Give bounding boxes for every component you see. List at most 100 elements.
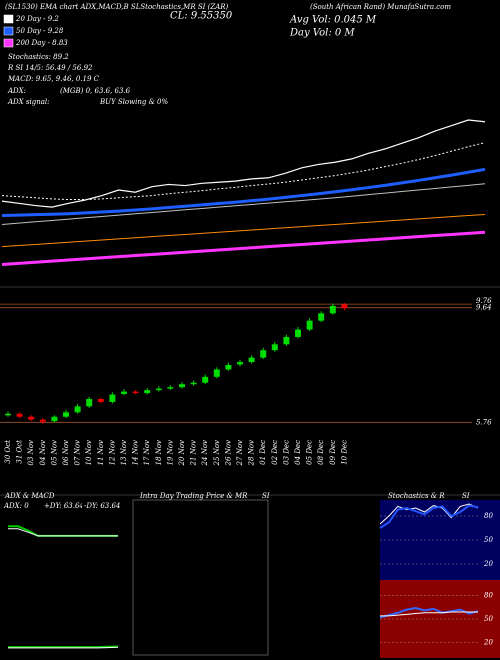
candle-body [318, 313, 325, 321]
x-tick-label: 19 Nov [166, 440, 174, 465]
candle-body [132, 391, 139, 394]
y-tick-label: 20 [483, 560, 493, 568]
y-tick-label: 5.76 [476, 418, 492, 426]
y-tick-label: 80 [484, 592, 493, 600]
candle-body [39, 419, 46, 422]
candle-body [86, 398, 93, 407]
candle-body [51, 416, 58, 422]
y-tick-label: 9.76 [476, 297, 492, 305]
candle-body [167, 387, 174, 389]
x-tick-label: 25 Nov [213, 440, 221, 466]
intraday-title: SI [262, 492, 270, 500]
candle-body [213, 369, 220, 377]
candle-body [63, 412, 69, 417]
y-tick-label: 50 [484, 615, 493, 623]
x-tick-label: 18 Nov [155, 440, 163, 465]
intraday-title: Intra Day Trading Price & MR [139, 492, 248, 500]
indicator-line [8, 646, 119, 649]
x-tick-label: 10 Nov [85, 440, 93, 465]
x-tick-label: 10 Dec [340, 440, 348, 465]
candle-body [248, 357, 255, 363]
indicator-line [8, 645, 119, 649]
stoch-title: SI [462, 492, 470, 500]
ma-line [1, 230, 486, 266]
y-tick-label: 20 [483, 638, 493, 646]
adx-title: ADX & MACD [4, 492, 55, 500]
candle-body [190, 382, 197, 385]
label-bg [2, 501, 40, 511]
x-tick-label: 26 Nov [224, 440, 232, 466]
candle-body [202, 376, 209, 383]
y-tick-label: 50 [484, 536, 493, 544]
annotation: Stochastics: 89.2 [8, 53, 69, 61]
legend-swatch [3, 38, 14, 48]
x-tick-label: 07 Nov [74, 440, 82, 465]
legend-swatch [3, 26, 14, 36]
candle-body [109, 394, 116, 402]
legend-swatch [3, 14, 14, 24]
x-tick-label: 17 Nov [143, 440, 151, 465]
x-tick-label: 02 Dec [271, 440, 279, 465]
day-vol: Day Vol: 0 M [289, 28, 355, 39]
candle-body [329, 305, 336, 314]
annotation: ADX: [7, 87, 26, 95]
candle-body [97, 398, 104, 402]
ma-line [1, 183, 486, 225]
legend-label: 50 Day - 9.28 [16, 27, 64, 35]
candle-body [16, 413, 23, 417]
close-line [1, 119, 486, 208]
indicator-label: +DY: 63.64 [44, 502, 84, 510]
candle-body [271, 344, 278, 351]
candle-body [5, 413, 11, 416]
chart-title: (SL1530) EMA chart ADX,MACD,B SLStochast… [5, 3, 229, 11]
close-label: CL: 9.55350 [170, 11, 233, 22]
x-tick-label: 12 Nov [108, 440, 116, 465]
annotation: R SI 14/5: 56.49 / 56.92 [7, 64, 93, 72]
indicator-line [379, 504, 479, 529]
candle-body [179, 384, 185, 388]
ma-line [1, 167, 486, 218]
annotation: ADX signal: [7, 98, 49, 106]
indicator-label: ADX: 0 [3, 502, 29, 510]
stoch-title: Stochastics & R [388, 492, 445, 500]
x-tick-label: 30 Oct [4, 440, 12, 464]
ma-line [1, 142, 486, 201]
candle-body [283, 336, 290, 345]
x-tick-label: 06 Nov [62, 440, 70, 465]
x-tick-label: 24 Nov [201, 440, 209, 466]
x-tick-label: 27 Nov [236, 440, 244, 466]
candle-body [225, 365, 232, 370]
legend-label: 200 Day - 8.83 [15, 39, 68, 47]
x-tick-label: 08 Dec [317, 440, 325, 465]
x-tick-label: 05 Nov [50, 440, 58, 465]
annotation: MACD: 9.65, 9.46, 0.19 C [7, 75, 100, 83]
x-tick-label: 04 Dec [294, 440, 302, 465]
subtitle: (South African Rand) MunafaSutra.com [310, 3, 451, 11]
indicator-label: -DY: 63.64 [84, 502, 120, 510]
x-tick-label: 03 Dec [282, 440, 290, 465]
label-bg [82, 501, 120, 511]
x-tick-label: 05 Dec [306, 440, 314, 465]
x-tick-label: 14 Nov [132, 440, 140, 465]
x-tick-label: 28 Nov [248, 440, 256, 466]
legend-label: 20 Day - 9.2 [15, 15, 59, 23]
x-tick-label: 31 Oct [16, 440, 24, 464]
candle-body [28, 416, 35, 420]
x-tick-label: 20 Nov [178, 440, 186, 466]
candle-body [155, 388, 162, 391]
intraday-box [132, 499, 269, 656]
x-tick-label: 04 Nov [39, 440, 47, 465]
x-tick-label: 01 Dec [259, 440, 267, 465]
label-bg [42, 501, 80, 511]
annotation: BUY Slowing & 0% [99, 98, 168, 106]
candle-body [260, 350, 267, 358]
candle-body [341, 304, 348, 309]
candle-body [237, 362, 243, 365]
candle-body [295, 329, 301, 337]
candle-body [306, 320, 313, 330]
x-tick-label: 13 Nov [120, 440, 128, 465]
y-tick-label: 9.64 [476, 304, 492, 312]
indicator-line [379, 607, 479, 619]
x-tick-label: 11 Nov [97, 440, 105, 465]
